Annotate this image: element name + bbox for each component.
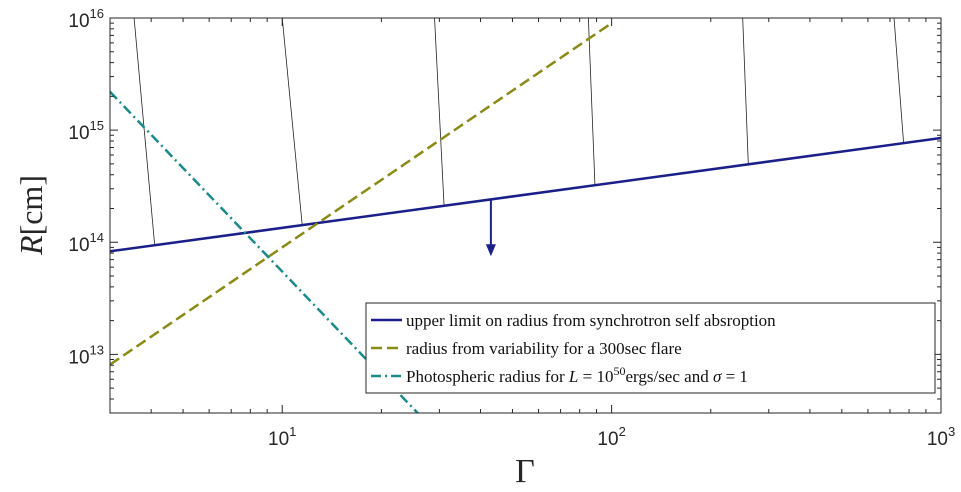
arrow-head [485, 244, 496, 257]
svg-text:R[cm]: R[cm] [13, 175, 49, 256]
hatch-line [587, 18, 596, 186]
hatch-line [434, 18, 445, 206]
series-line-synchrotron [110, 136, 941, 253]
x-axis-title: Γ [515, 453, 535, 490]
x-tick-label: 101 [268, 424, 296, 450]
series-line-photospheric [110, 90, 420, 413]
hatch-line [893, 18, 905, 144]
hatch-line [133, 18, 156, 246]
x-tick-label: 102 [597, 424, 625, 450]
y-tick-label: 1014 [68, 230, 104, 256]
legend-entry-synchrotron: upper limit on radius from synchrotron s… [406, 311, 776, 330]
x-tick-label: 103 [927, 424, 955, 450]
y-tick-label: 1016 [68, 6, 104, 32]
legend: upper limit on radius from synchrotron s… [365, 302, 936, 394]
hatch-line [281, 18, 303, 226]
y-tick-label: 1013 [68, 342, 104, 368]
legend-box [365, 302, 936, 394]
y-axis-title-symbol: R [13, 235, 49, 256]
legend-entry-photospheric: Photospheric radius for L = 1050ergs/sec… [406, 364, 748, 386]
y-axis-title-unit: [cm] [13, 175, 49, 235]
y-tick-label: 1015 [68, 118, 104, 144]
legend-entry-variability: radius from variability for a 300sec fla… [406, 339, 682, 358]
hatch-line [742, 18, 749, 165]
y-axis-title: R[cm] [13, 175, 49, 256]
series-line-variability [110, 22, 613, 366]
plot-frame [109, 17, 942, 414]
